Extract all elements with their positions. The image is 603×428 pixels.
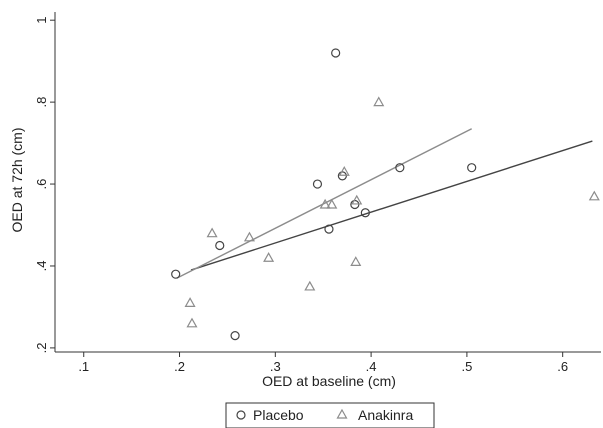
fit-line-placebo — [190, 140, 593, 271]
point-placebo — [360, 208, 370, 218]
fit-lines — [176, 128, 593, 279]
point-anakinra — [351, 194, 363, 205]
x-tick-label: .4 — [366, 359, 377, 374]
fit-line-anakinra — [176, 128, 473, 279]
point-anakinra — [304, 280, 316, 291]
x-tick-label: .6 — [557, 359, 568, 374]
point-placebo — [331, 48, 341, 58]
x-axis-ticks: .1 .2 .3 .4 .5 .6 — [78, 352, 568, 374]
x-tick-label: .2 — [174, 359, 185, 374]
legend-box — [225, 402, 435, 428]
data-markers — [171, 48, 600, 341]
x-axis-label: OED at baseline (cm) — [262, 373, 396, 389]
point-anakinra — [588, 190, 600, 201]
point-anakinra — [186, 317, 198, 328]
point-placebo — [395, 163, 405, 173]
y-tick-label: 1 — [34, 17, 49, 24]
y-tick-label: .2 — [34, 342, 49, 353]
y-axis-ticks: .2 .4 .6 .8 1 — [34, 17, 55, 353]
point-anakinra — [338, 166, 350, 176]
y-tick-label: .6 — [34, 179, 49, 190]
point-placebo — [324, 224, 334, 234]
x-tick-label: .3 — [270, 359, 281, 374]
point-anakinra — [263, 252, 275, 262]
legend-anakinra-label: Anakinra — [358, 407, 413, 423]
point-placebo — [215, 240, 225, 251]
y-axis-label: OED at 72h (cm) — [9, 127, 25, 232]
plot-area — [54, 12, 601, 353]
point-anakinra — [350, 256, 362, 266]
point-anakinra — [319, 198, 331, 209]
point-anakinra — [243, 231, 255, 242]
point-placebo — [467, 163, 477, 173]
y-tick-label: .4 — [34, 261, 49, 272]
y-tick-label: .8 — [34, 97, 49, 108]
x-tick-label: .5 — [461, 359, 472, 374]
x-tick-label: .1 — [78, 359, 89, 374]
point-placebo — [312, 179, 323, 189]
point-placebo — [230, 331, 240, 341]
legend-placebo-label: Placebo — [253, 407, 304, 423]
point-anakinra — [206, 227, 218, 238]
point-anakinra — [326, 198, 338, 209]
point-placebo — [171, 269, 181, 279]
legend: Placebo Anakinra — [225, 402, 435, 428]
point-anakinra — [184, 297, 196, 307]
point-anakinra — [373, 96, 385, 107]
legend-anakinra-marker — [336, 408, 348, 419]
legend-placebo-marker — [236, 410, 246, 420]
